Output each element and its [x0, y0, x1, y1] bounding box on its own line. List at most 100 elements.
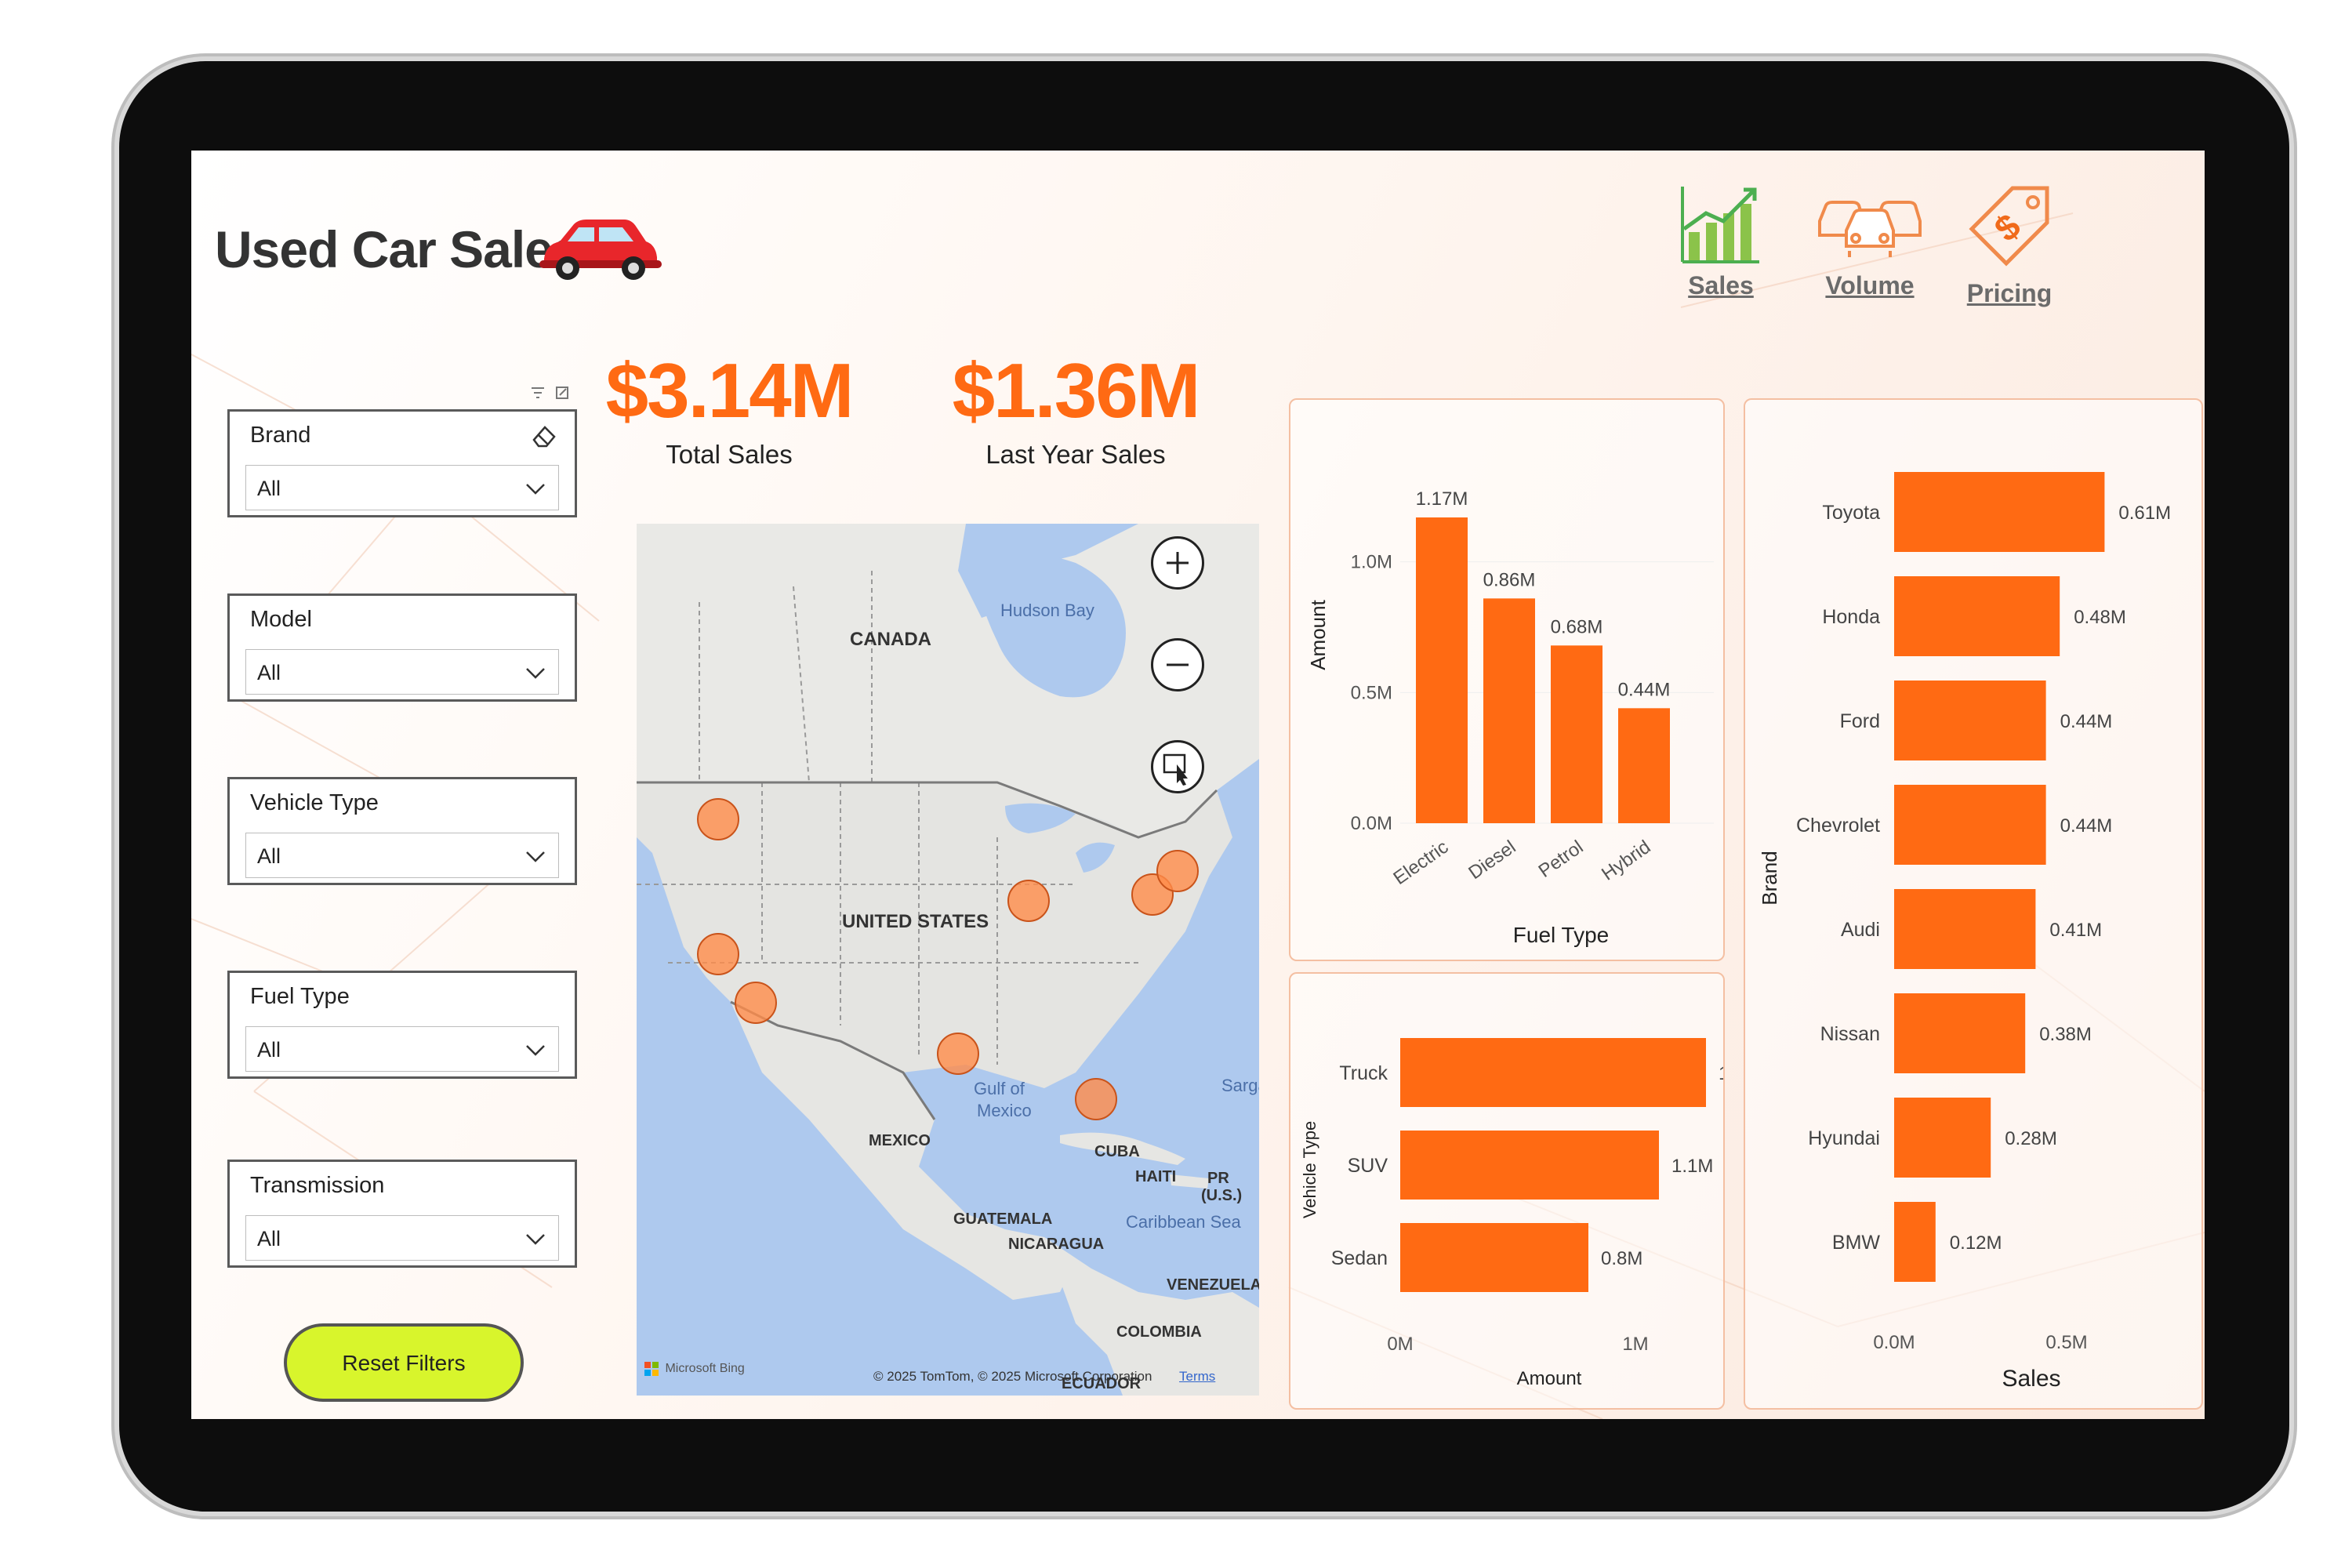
nav-volume[interactable]: Volume	[1811, 182, 1929, 300]
x-tick-label: 0M	[1387, 1334, 1413, 1355]
chevron-down-icon	[526, 1045, 545, 1056]
y-tick-label: Hyundai	[1808, 1127, 1880, 1149]
kpi-last-year-sales: $1.36M Last Year Sales	[935, 347, 1217, 470]
y-tick-label: 0.0M	[1351, 813, 1392, 834]
nav-pricing[interactable]: $ Pricing	[1951, 182, 2068, 308]
slicer-header-icons[interactable]	[530, 384, 577, 403]
brand-chart: Toyota 0.61M Honda 0.48M Ford 0.44M Chevrolet 0…	[1758, 472, 2171, 1392]
bing-label: Microsoft Bing	[665, 1362, 745, 1375]
dropdown-value: All	[257, 477, 281, 500]
map-label-gulf1: Gulf of	[974, 1079, 1025, 1098]
data-label: 0.8M	[1601, 1248, 1642, 1269]
nav-label: Pricing	[1966, 279, 2053, 307]
bar	[1894, 681, 2046, 760]
y-tick-label: 0.5M	[1351, 682, 1392, 703]
slicer-label: Fuel Type	[250, 984, 350, 1009]
transmission-dropdown[interactable]: All	[245, 1215, 559, 1261]
bar	[1894, 472, 2105, 552]
kpi-label: Total Sales	[666, 440, 793, 469]
reset-filters-button[interactable]: Reset Filters	[284, 1323, 524, 1402]
eraser-icon[interactable]	[531, 423, 557, 449]
y-tick-label: Audi	[1841, 919, 1880, 941]
map-label-mexico: MEXICO	[869, 1132, 931, 1149]
y-axis-title: Brand	[1758, 851, 1781, 905]
data-label: 1.17M	[1416, 488, 1468, 510]
data-label: 0.41M	[2049, 920, 2102, 941]
brand-dropdown[interactable]: All	[245, 465, 559, 510]
selection-cursor-icon	[1163, 753, 1188, 786]
sales-map[interactable]: CANADA Hudson Bay UNITED STATES MEXICO G…	[637, 524, 1259, 1396]
kpi-value: $1.36M	[952, 347, 1201, 434]
brand-chart-card: Toyota 0.61M Honda 0.48M Ford 0.44M Chevrolet 0…	[1744, 398, 2203, 1410]
data-label: 0.44M	[2060, 815, 2113, 837]
map-label-canada: CANADA	[850, 629, 931, 650]
fuel-type-chart-card: 0.0M 0.5M 1.0M 1.17M Electric 0.86M Diesel 0.68…	[1289, 398, 1725, 961]
vehicle-type-dropdown[interactable]: All	[245, 833, 559, 878]
x-tick-label: 1M	[1622, 1334, 1648, 1355]
data-label: 0.61M	[2118, 503, 2171, 524]
slicer-label: Transmission	[250, 1173, 385, 1198]
data-label: 1.3M	[1719, 1063, 1723, 1084]
kpi-value: $3.14M	[605, 347, 855, 434]
y-tick-label: 1.0M	[1351, 552, 1392, 573]
zoom-in-button[interactable]	[1151, 536, 1204, 590]
slicer-vehicle-type: Vehicle Type All	[227, 777, 577, 885]
price-tag-icon: $	[1969, 186, 2049, 267]
y-tick-label: Chevrolet	[1796, 815, 1880, 837]
x-tick-label: Hybrid	[1598, 837, 1654, 885]
map-label-us: UNITED STATES	[842, 911, 989, 932]
map-label-venezuela: VENEZUELA	[1167, 1276, 1259, 1294]
x-axis-title: Fuel Type	[1513, 923, 1609, 947]
minus-icon	[1167, 663, 1189, 666]
map-label-guatemala: GUATEMALA	[953, 1210, 1053, 1228]
data-label: 0.28M	[2005, 1128, 2057, 1149]
y-tick-label: BMW	[1832, 1232, 1881, 1254]
chevron-down-icon	[526, 851, 545, 862]
data-label: 0.68M	[1551, 616, 1603, 637]
map-label-cuba: CUBA	[1094, 1143, 1140, 1160]
slicer-model: Model All	[227, 593, 577, 702]
y-tick-label: Ford	[1840, 710, 1880, 732]
map-terms-link[interactable]: Terms	[1179, 1369, 1216, 1384]
slicer-brand: Brand All	[227, 409, 577, 517]
y-tick-label: Truck	[1339, 1062, 1388, 1084]
bar	[1400, 1223, 1588, 1292]
map-select-button[interactable]	[1151, 740, 1204, 793]
dropdown-value: All	[257, 844, 281, 868]
data-label: 0.44M	[1618, 679, 1671, 700]
svg-text:$: $	[1987, 205, 2028, 249]
slicer-label: Vehicle Type	[250, 790, 379, 815]
y-axis-title: Vehicle Type	[1300, 1121, 1319, 1218]
chevron-down-icon	[526, 1234, 545, 1245]
kpi-label: Last Year Sales	[985, 440, 1166, 469]
data-label: 1.1M	[1671, 1156, 1713, 1177]
data-label: 0.12M	[1950, 1232, 2002, 1254]
model-dropdown[interactable]: All	[245, 649, 559, 695]
data-label: 0.48M	[2074, 607, 2126, 628]
bar	[1416, 517, 1468, 823]
y-tick-label: Toyota	[1822, 502, 1880, 524]
x-axis-title: Sales	[2002, 1366, 2060, 1392]
fuel-type-dropdown[interactable]: All	[245, 1026, 559, 1072]
nav-label: Volume	[1825, 271, 1915, 299]
bar	[1400, 1038, 1706, 1107]
chevron-down-icon	[526, 668, 545, 679]
bar	[1894, 889, 2036, 969]
dropdown-value: All	[257, 661, 281, 684]
nav-sales[interactable]: Sales	[1662, 182, 1780, 300]
page-title: Used Car Sales	[215, 220, 582, 278]
data-label: 0.44M	[2060, 711, 2113, 732]
map-label-sargasso: Sarga	[1221, 1076, 1259, 1095]
zoom-out-button[interactable]	[1151, 638, 1204, 691]
map-label-pr: PR	[1207, 1170, 1229, 1187]
x-tick-label: 0.5M	[2045, 1332, 2087, 1353]
slicer-transmission: Transmission All	[227, 1160, 577, 1268]
slicer-label: Brand	[250, 423, 311, 448]
bar	[1894, 993, 2026, 1073]
x-tick-label: 0.0M	[1873, 1332, 1915, 1353]
slicer-fuel-type: Fuel Type All	[227, 971, 577, 1079]
data-label: 0.86M	[1483, 569, 1536, 590]
bar	[1618, 708, 1670, 823]
map-label-pr-us: (U.S.)	[1201, 1187, 1243, 1204]
vehicle-type-chart-card: Truck 1.3M SUV 1.1M Sedan 0.8M 0M 1M Amount Vehic…	[1289, 972, 1760, 1410]
